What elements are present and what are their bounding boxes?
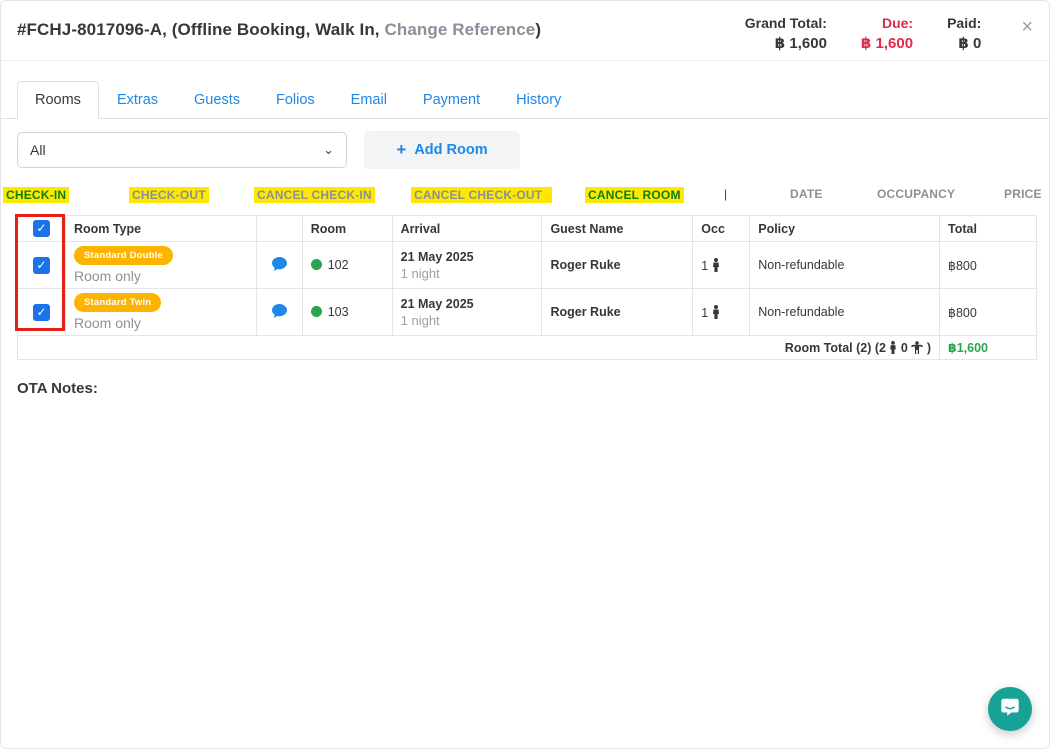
room-row-103: ✓ Standard Twin Room only 103 21 May 202… (17, 288, 1037, 336)
col-total: Total (939, 215, 1037, 242)
room-status-dot (310, 306, 322, 317)
totals-block: Grand Total: ฿ 1,600 Due: ฿ 1,600 Paid: … (745, 15, 1033, 52)
nights: 1 night (400, 265, 440, 281)
closing-paren: ) (535, 20, 542, 39)
chat-launcher-button[interactable] (988, 687, 1032, 731)
due-label: Due: (881, 15, 914, 31)
adult-icon (889, 340, 900, 355)
booking-reference: #FCHJ-8017096-A, (Offline Booking, Walk … (17, 20, 380, 39)
grand-total-label: Grand Total: (744, 15, 827, 31)
children-count: 0 (900, 340, 908, 355)
adult-icon (712, 257, 720, 273)
add-room-label: Add Room (414, 142, 488, 158)
rooms-table: ✓ Room Type Room Arrival Guest Name Occ … (16, 215, 1037, 360)
row-total: ฿800 (939, 241, 1037, 289)
tab-payment[interactable]: Payment (422, 92, 481, 108)
tab-folios[interactable]: Folios (275, 92, 315, 108)
change-reference-link[interactable]: Change Reference (384, 20, 536, 39)
tab-email[interactable]: Email (350, 92, 387, 108)
ota-notes-label: OTA Notes: (17, 380, 98, 397)
row-checkbox[interactable]: ✓ (32, 303, 50, 321)
child-icon (911, 340, 926, 355)
chevron-down-icon: ⌄ (323, 142, 334, 157)
sort-occupancy-label[interactable]: OCCUPANCY (877, 187, 956, 201)
room-total-row: Room Total (2) (2 0 ) ฿1,600 (16, 335, 1037, 360)
add-room-button[interactable]: + Add Room (364, 131, 520, 169)
room-filter-select[interactable]: All ⌄ (17, 132, 347, 168)
guest-name: Roger Ruke (541, 241, 694, 289)
col-arrival: Arrival (391, 215, 543, 242)
sort-price-label[interactable]: PRICE (1004, 187, 1042, 201)
paren-close: ) (926, 340, 932, 355)
policy: Non-refundable (749, 241, 941, 289)
grand-total: Grand Total: ฿ 1,600 (745, 15, 827, 52)
controls-row: All ⌄ + Add Room (1, 119, 1049, 169)
nights: 1 night (400, 312, 440, 328)
col-guest-name: Guest Name (541, 215, 694, 242)
paid-total: Paid: ฿ 0 (947, 15, 981, 52)
comment-icon[interactable] (271, 256, 287, 274)
check-out-action[interactable]: CHECK-OUT (129, 187, 209, 203)
arrival-date: 21 May 2025 (400, 249, 474, 264)
meal-plan: Room only (73, 315, 141, 331)
modal-header: #FCHJ-8017096-A, (Offline Booking, Walk … (1, 1, 1049, 61)
col-room-type: Room Type (64, 215, 257, 242)
col-comment (255, 215, 303, 242)
sort-date-label[interactable]: DATE (790, 187, 823, 201)
actions-separator: | (724, 187, 728, 201)
tab-extras[interactable]: Extras (116, 92, 159, 108)
chat-bubble-icon (999, 696, 1021, 723)
adult-icon (712, 304, 720, 320)
due-total: Due: ฿ 1,600 (861, 15, 913, 52)
cancel-room-action[interactable]: CANCEL ROOM (585, 187, 684, 203)
col-room: Room (301, 215, 393, 242)
room-number: 103 (327, 305, 349, 319)
col-policy: Policy (749, 215, 941, 242)
check-in-action[interactable]: CHECK-IN (3, 187, 70, 203)
policy: Non-refundable (749, 288, 941, 336)
tab-guests[interactable]: Guests (194, 92, 240, 108)
room-status-dot (310, 259, 322, 270)
tab-rooms[interactable]: Rooms (17, 81, 99, 119)
paid-label: Paid: (947, 15, 982, 31)
table-header-row: ✓ Room Type Room Arrival Guest Name Occ … (17, 215, 1037, 242)
cancel-check-in-action[interactable]: CANCEL CHECK-IN (254, 187, 375, 203)
row-total: ฿800 (939, 288, 1037, 336)
close-icon[interactable]: × (1021, 16, 1033, 38)
col-occ: Occ (692, 215, 751, 242)
room-row-102: ✓ Standard Double Room only 102 21 May 2… (17, 241, 1037, 289)
room-number: 102 (327, 258, 349, 272)
select-all-checkbox[interactable]: ✓ (32, 220, 50, 237)
room-filter-value: All (30, 142, 46, 158)
room-type-badge: Standard Double (73, 246, 173, 265)
comment-icon[interactable] (271, 303, 287, 321)
room-total-value: ฿1,600 (939, 335, 1037, 360)
rooms-table-wrap: ✓ Room Type Room Arrival Guest Name Occ … (15, 214, 1037, 360)
cancel-check-out-action[interactable]: CANCEL CHECK-OUT (411, 187, 553, 203)
due-value: ฿ 1,600 (860, 35, 914, 52)
plus-icon: + (396, 140, 407, 159)
tab-bar: Rooms Extras Guests Folios Email Payment… (1, 61, 1049, 119)
room-actions-bar: CHECK-IN CHECK-OUT CANCEL CHECK-IN CANCE… (1, 187, 1049, 205)
meal-plan: Room only (73, 268, 141, 284)
arrival-date: 21 May 2025 (400, 296, 474, 311)
room-type-badge: Standard Twin (73, 293, 162, 312)
occ-count: 1 (701, 305, 709, 320)
guest-name: Roger Ruke (541, 288, 694, 336)
paid-value: ฿ 0 (958, 35, 982, 52)
tab-history[interactable]: History (516, 92, 562, 108)
row-checkbox[interactable]: ✓ (32, 256, 50, 274)
booking-title: #FCHJ-8017096-A, (Offline Booking, Walk … (17, 15, 541, 40)
room-total-label: Room Total (2) (2 (784, 340, 886, 355)
grand-total-value: ฿ 1,600 (774, 35, 827, 52)
occ-count: 1 (701, 258, 709, 273)
